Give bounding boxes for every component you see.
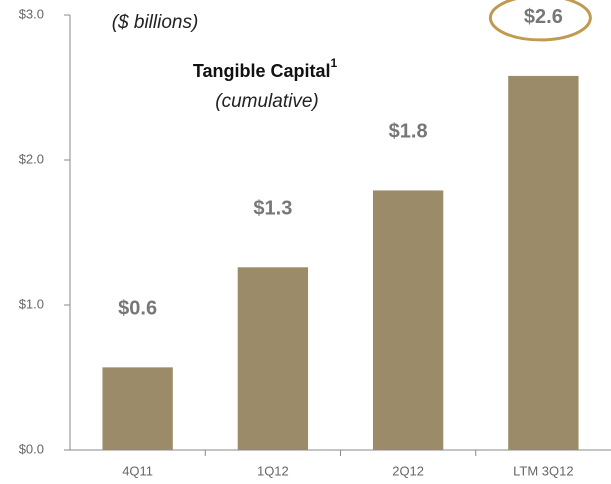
x-tick-label: 1Q12 bbox=[257, 463, 289, 478]
chart-title: Tangible Capital1 bbox=[193, 56, 338, 81]
y-tick-label: $3.0 bbox=[19, 6, 44, 21]
unit-note: ($ billions) bbox=[112, 12, 199, 33]
subtitle: (cumulative) bbox=[215, 91, 318, 112]
title-text: Tangible Capital bbox=[193, 61, 331, 81]
y-tick-label: $1.0 bbox=[19, 296, 44, 311]
title-superscript: 1 bbox=[331, 56, 338, 70]
bar bbox=[508, 75, 579, 451]
x-tick-label: 4Q11 bbox=[122, 463, 153, 478]
highlight-circle bbox=[488, 0, 592, 42]
y-tick-label: $0.0 bbox=[19, 441, 44, 456]
bar bbox=[102, 367, 173, 450]
value-label: $1.8 bbox=[389, 121, 428, 143]
value-label: $0.6 bbox=[118, 298, 157, 320]
y-tick-label: $2.0 bbox=[19, 151, 44, 166]
x-tick-label: 2Q12 bbox=[392, 463, 424, 478]
value-label: $1.3 bbox=[253, 198, 292, 220]
bar bbox=[372, 190, 444, 450]
x-tick-label: LTM 3Q12 bbox=[513, 463, 573, 478]
value-label: $2.6 bbox=[524, 6, 563, 28]
bar bbox=[237, 267, 309, 450]
